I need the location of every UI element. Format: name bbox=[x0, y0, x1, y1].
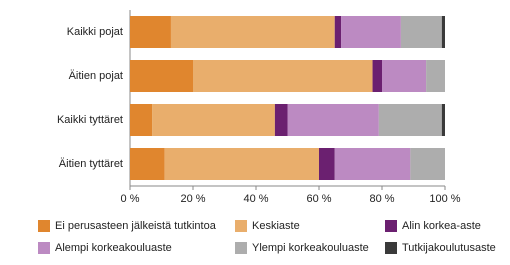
legend-label: Ei perusasteen jälkeistä tutkintoa bbox=[55, 220, 217, 232]
bar-segment bbox=[152, 104, 275, 136]
x-tick-label: 0 % bbox=[121, 193, 140, 205]
y-tick-label: Kaikki tyttäret bbox=[57, 114, 123, 126]
bar-segment bbox=[334, 148, 411, 180]
y-tick-label: Äitien tyttäret bbox=[59, 158, 123, 170]
bar-segment bbox=[341, 16, 401, 48]
bar-segment bbox=[426, 60, 445, 92]
legend-swatch bbox=[235, 220, 247, 232]
bar-segment bbox=[170, 16, 335, 48]
legend-swatch bbox=[38, 242, 50, 254]
legend-swatch bbox=[385, 220, 397, 232]
bar-segment bbox=[130, 16, 171, 48]
y-tick-label: Kaikki pojat bbox=[67, 26, 123, 38]
bar-segment bbox=[319, 148, 335, 180]
bar-segment bbox=[400, 16, 442, 48]
bar-segment bbox=[382, 60, 427, 92]
bar-segment bbox=[334, 16, 342, 48]
legend-label: Ylempi korkeakouluaste bbox=[252, 242, 369, 254]
legend-label: Alin korkea-aste bbox=[402, 220, 481, 232]
bar-segment bbox=[441, 16, 445, 48]
legend-swatch bbox=[235, 242, 247, 254]
x-tick-label: 40 % bbox=[243, 193, 268, 205]
bar-segment bbox=[130, 60, 193, 92]
x-tick-label: 20 % bbox=[180, 193, 205, 205]
bar-segment bbox=[287, 104, 379, 136]
bar-segment bbox=[193, 60, 373, 92]
x-tick-label: 100 % bbox=[429, 193, 460, 205]
bar-segment bbox=[274, 104, 288, 136]
legend-label: Keskiaste bbox=[252, 220, 300, 232]
legend-swatch bbox=[38, 220, 50, 232]
bar-segment bbox=[130, 148, 165, 180]
legend-label: Tutkijakoulutusaste bbox=[402, 242, 496, 254]
bar-segment bbox=[130, 104, 153, 136]
bar-segment bbox=[441, 104, 445, 136]
legend-label: Alempi korkeakouluaste bbox=[55, 242, 172, 254]
bar-segment bbox=[410, 148, 445, 180]
x-tick-label: 60 % bbox=[306, 193, 331, 205]
legend-swatch bbox=[385, 242, 397, 254]
y-tick-label: Äitien pojat bbox=[69, 70, 123, 82]
bar-segment bbox=[372, 60, 382, 92]
x-tick-label: 80 % bbox=[369, 193, 394, 205]
bar-segment bbox=[164, 148, 319, 180]
bar-segment bbox=[378, 104, 442, 136]
